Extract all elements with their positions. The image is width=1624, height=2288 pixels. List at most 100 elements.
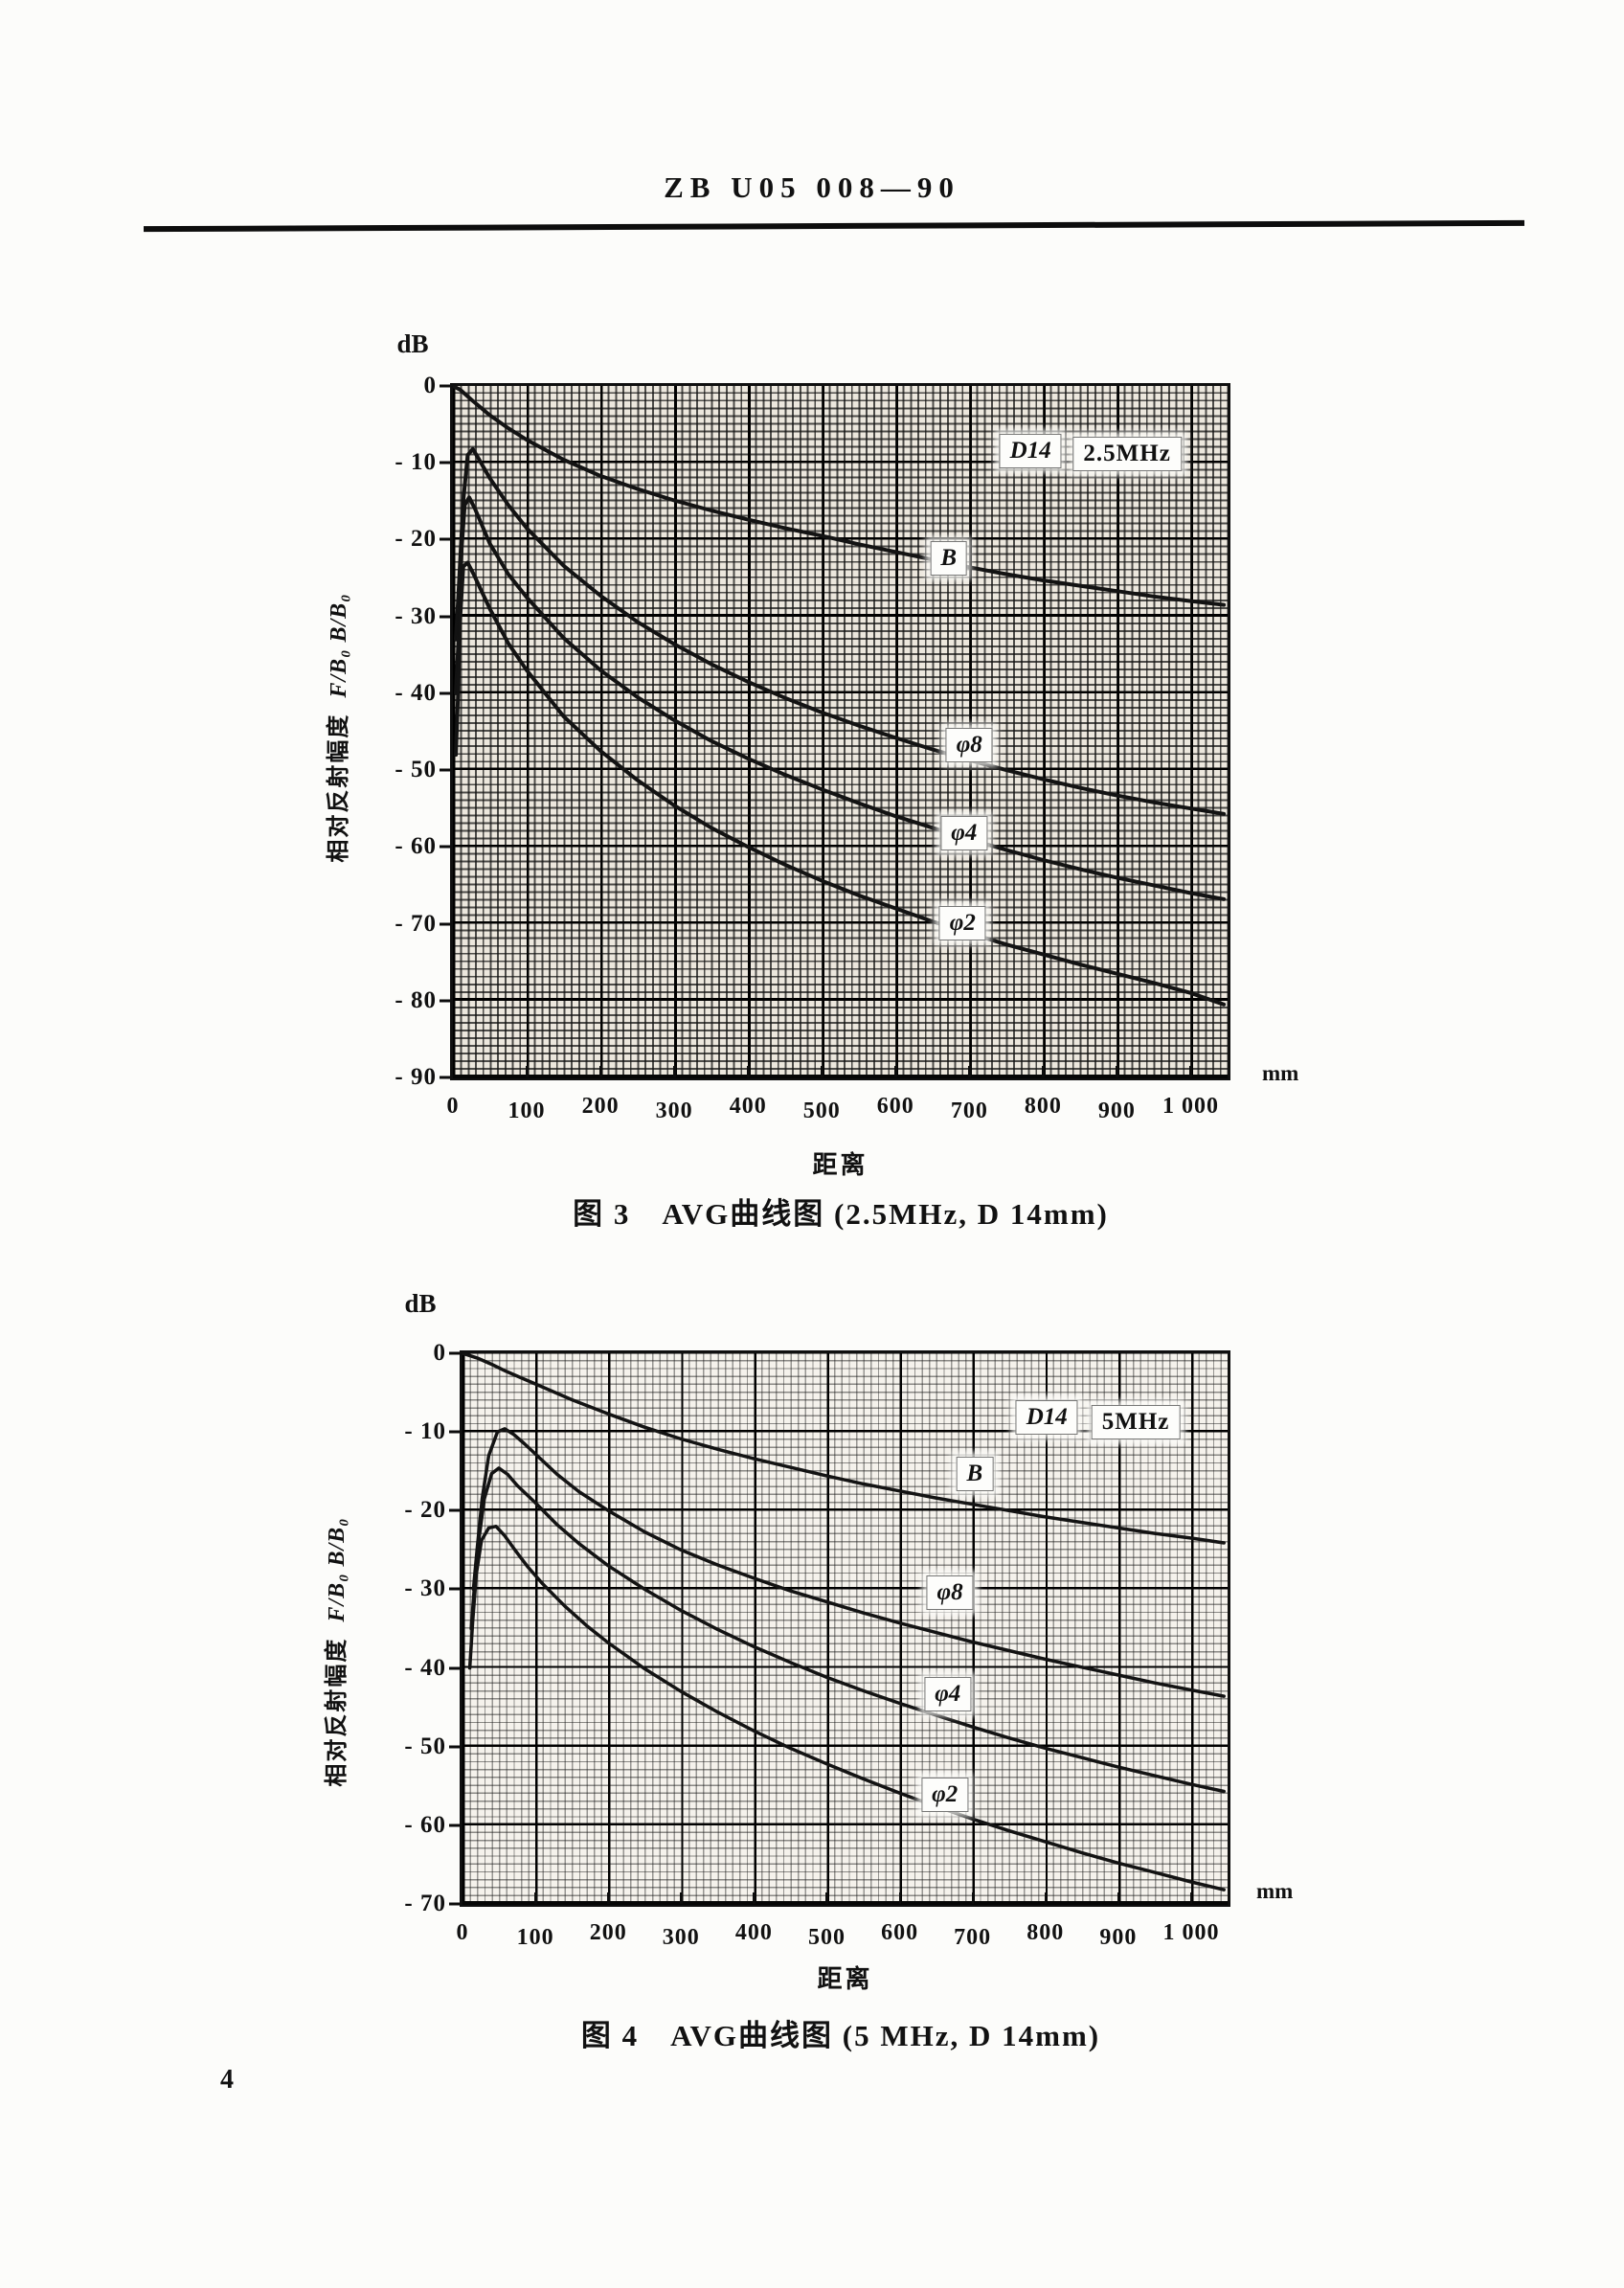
y-tick-label: - 30	[395, 602, 437, 629]
fig4-x-unit-label: mm	[1256, 1879, 1294, 1903]
x-tick-mark	[599, 1066, 602, 1077]
curve-label-φ8: φ8	[945, 728, 993, 763]
fig3-x-axis-line	[453, 1075, 1228, 1078]
x-tick-mark	[526, 1066, 529, 1077]
y-tick-label: - 10	[404, 1418, 446, 1445]
y-tick-mark	[449, 1745, 460, 1749]
y-tick-label: - 60	[404, 1811, 446, 1838]
curve-label-φ4: φ4	[924, 1677, 972, 1712]
y-tick-mark	[440, 845, 450, 849]
y-tick-mark	[449, 1587, 460, 1591]
x-tick-mark	[1116, 1066, 1118, 1077]
y-tick-mark	[440, 922, 450, 926]
x-tick-mark	[825, 1892, 828, 1904]
y-tick-label: - 10	[395, 449, 437, 476]
curve-label-B: B	[956, 1457, 994, 1492]
x-tick-mark	[821, 1066, 823, 1077]
x-tick-mark	[673, 1066, 676, 1077]
x-tick-label: 300	[662, 1925, 700, 1950]
y-tick-mark	[449, 1351, 460, 1355]
fig3-caption: 图 3 AVG曲线图 (2.5MHz, D 14mm)	[573, 1197, 1109, 1231]
y-tick-label: - 80	[395, 986, 437, 1013]
x-tick-label: 900	[1097, 1099, 1136, 1123]
y-tick-label: - 90	[395, 1064, 437, 1090]
x-tick-mark	[680, 1892, 683, 1904]
y-tick-mark	[449, 1824, 460, 1827]
y-tick-label: - 60	[395, 833, 437, 860]
page-number: 4	[220, 2065, 234, 2095]
x-tick-label: 1 000	[1162, 1920, 1220, 1945]
x-tick-mark	[1189, 1892, 1193, 1904]
x-tick-label: 400	[729, 1094, 767, 1119]
fig4-y-axis-title-cjk: 相对反射幅度	[325, 1637, 350, 1787]
y-tick-label: 0	[433, 1340, 446, 1366]
y-tick-label: - 20	[395, 526, 437, 553]
curve-φ2	[454, 560, 1227, 1007]
x-tick-label: 800	[1024, 1094, 1062, 1119]
x-tick-label: 200	[589, 1920, 627, 1945]
x-tick-label: 500	[802, 1099, 841, 1123]
fig4-x-axis-line	[462, 1901, 1228, 1905]
x-tick-mark	[747, 1066, 750, 1077]
curve-label-2.5MHz: 2.5MHz	[1072, 437, 1182, 472]
x-tick-label: 100	[516, 1925, 554, 1950]
x-tick-label: 0	[456, 1920, 469, 1945]
fig4-y-axis-title: 相对反射幅度 F/B₀ B/B₀	[317, 1384, 353, 1920]
x-tick-label: 900	[1099, 1925, 1138, 1950]
fig3-x-unit-label: mm	[1262, 1061, 1299, 1085]
x-tick-mark	[607, 1892, 610, 1904]
curve-φ4	[454, 495, 1227, 901]
y-tick-label: - 70	[395, 910, 437, 937]
y-tick-label: - 40	[395, 679, 437, 706]
x-tick-label: 700	[950, 1099, 988, 1123]
fig3-curves	[453, 386, 1227, 1007]
y-tick-label: - 50	[395, 757, 437, 783]
curve-label-D14: D14	[999, 433, 1062, 468]
x-tick-label: 200	[581, 1094, 620, 1119]
x-tick-mark	[1116, 1892, 1120, 1904]
y-tick-mark	[440, 461, 450, 464]
curve-label-D14: D14	[1015, 1400, 1078, 1436]
curve-label-φ4: φ4	[940, 815, 988, 850]
curve-label-φ8: φ8	[926, 1575, 974, 1611]
y-tick-mark	[440, 615, 450, 619]
y-tick-label: - 20	[404, 1497, 446, 1524]
curve-label-B: B	[930, 541, 968, 577]
fig4-y-unit-label: dB	[404, 1289, 437, 1318]
x-tick-label: 300	[655, 1099, 693, 1123]
y-tick-label: - 40	[404, 1654, 446, 1681]
y-tick-mark	[440, 537, 450, 541]
fig4-x-axis-title: 距离	[817, 1965, 873, 1993]
fig3-y-axis-title-cjk: 相对反射幅度	[327, 713, 351, 863]
curve-φ2	[467, 1524, 1226, 1892]
fig4-y-axis-title-math: F/B₀ B/B₀	[325, 1517, 350, 1622]
y-tick-label: - 70	[404, 1891, 446, 1916]
y-tick-mark	[440, 691, 450, 695]
y-tick-label: - 50	[404, 1733, 446, 1759]
y-tick-mark	[440, 384, 450, 388]
y-tick-mark	[440, 768, 450, 772]
curve-label-φ2: φ2	[938, 905, 986, 940]
x-tick-label: 100	[508, 1099, 546, 1123]
y-tick-label: - 30	[404, 1575, 446, 1602]
x-tick-label: 500	[807, 1925, 846, 1950]
x-tick-mark	[1042, 1066, 1045, 1077]
x-tick-mark	[968, 1066, 971, 1077]
fig4-curves	[462, 1353, 1226, 1892]
y-tick-mark	[440, 1076, 450, 1079]
fig4-caption: 图 4 AVG曲线图 (5 MHz, D 14mm)	[580, 2019, 1101, 2052]
x-tick-mark	[753, 1892, 756, 1904]
x-tick-label: 400	[734, 1920, 773, 1945]
curve-φ4	[469, 1466, 1226, 1794]
standard-number: ZB U05 008—90	[664, 170, 960, 204]
y-tick-label: 0	[423, 373, 437, 398]
x-tick-mark	[898, 1892, 902, 1904]
x-tick-mark	[534, 1892, 537, 1904]
curve-B	[453, 386, 1227, 607]
curve-B	[462, 1353, 1226, 1545]
x-tick-label: 600	[881, 1920, 919, 1945]
x-tick-label: 0	[446, 1094, 460, 1119]
curve-label-5MHz: 5MHz	[1091, 1405, 1181, 1439]
y-tick-mark	[449, 1508, 460, 1512]
